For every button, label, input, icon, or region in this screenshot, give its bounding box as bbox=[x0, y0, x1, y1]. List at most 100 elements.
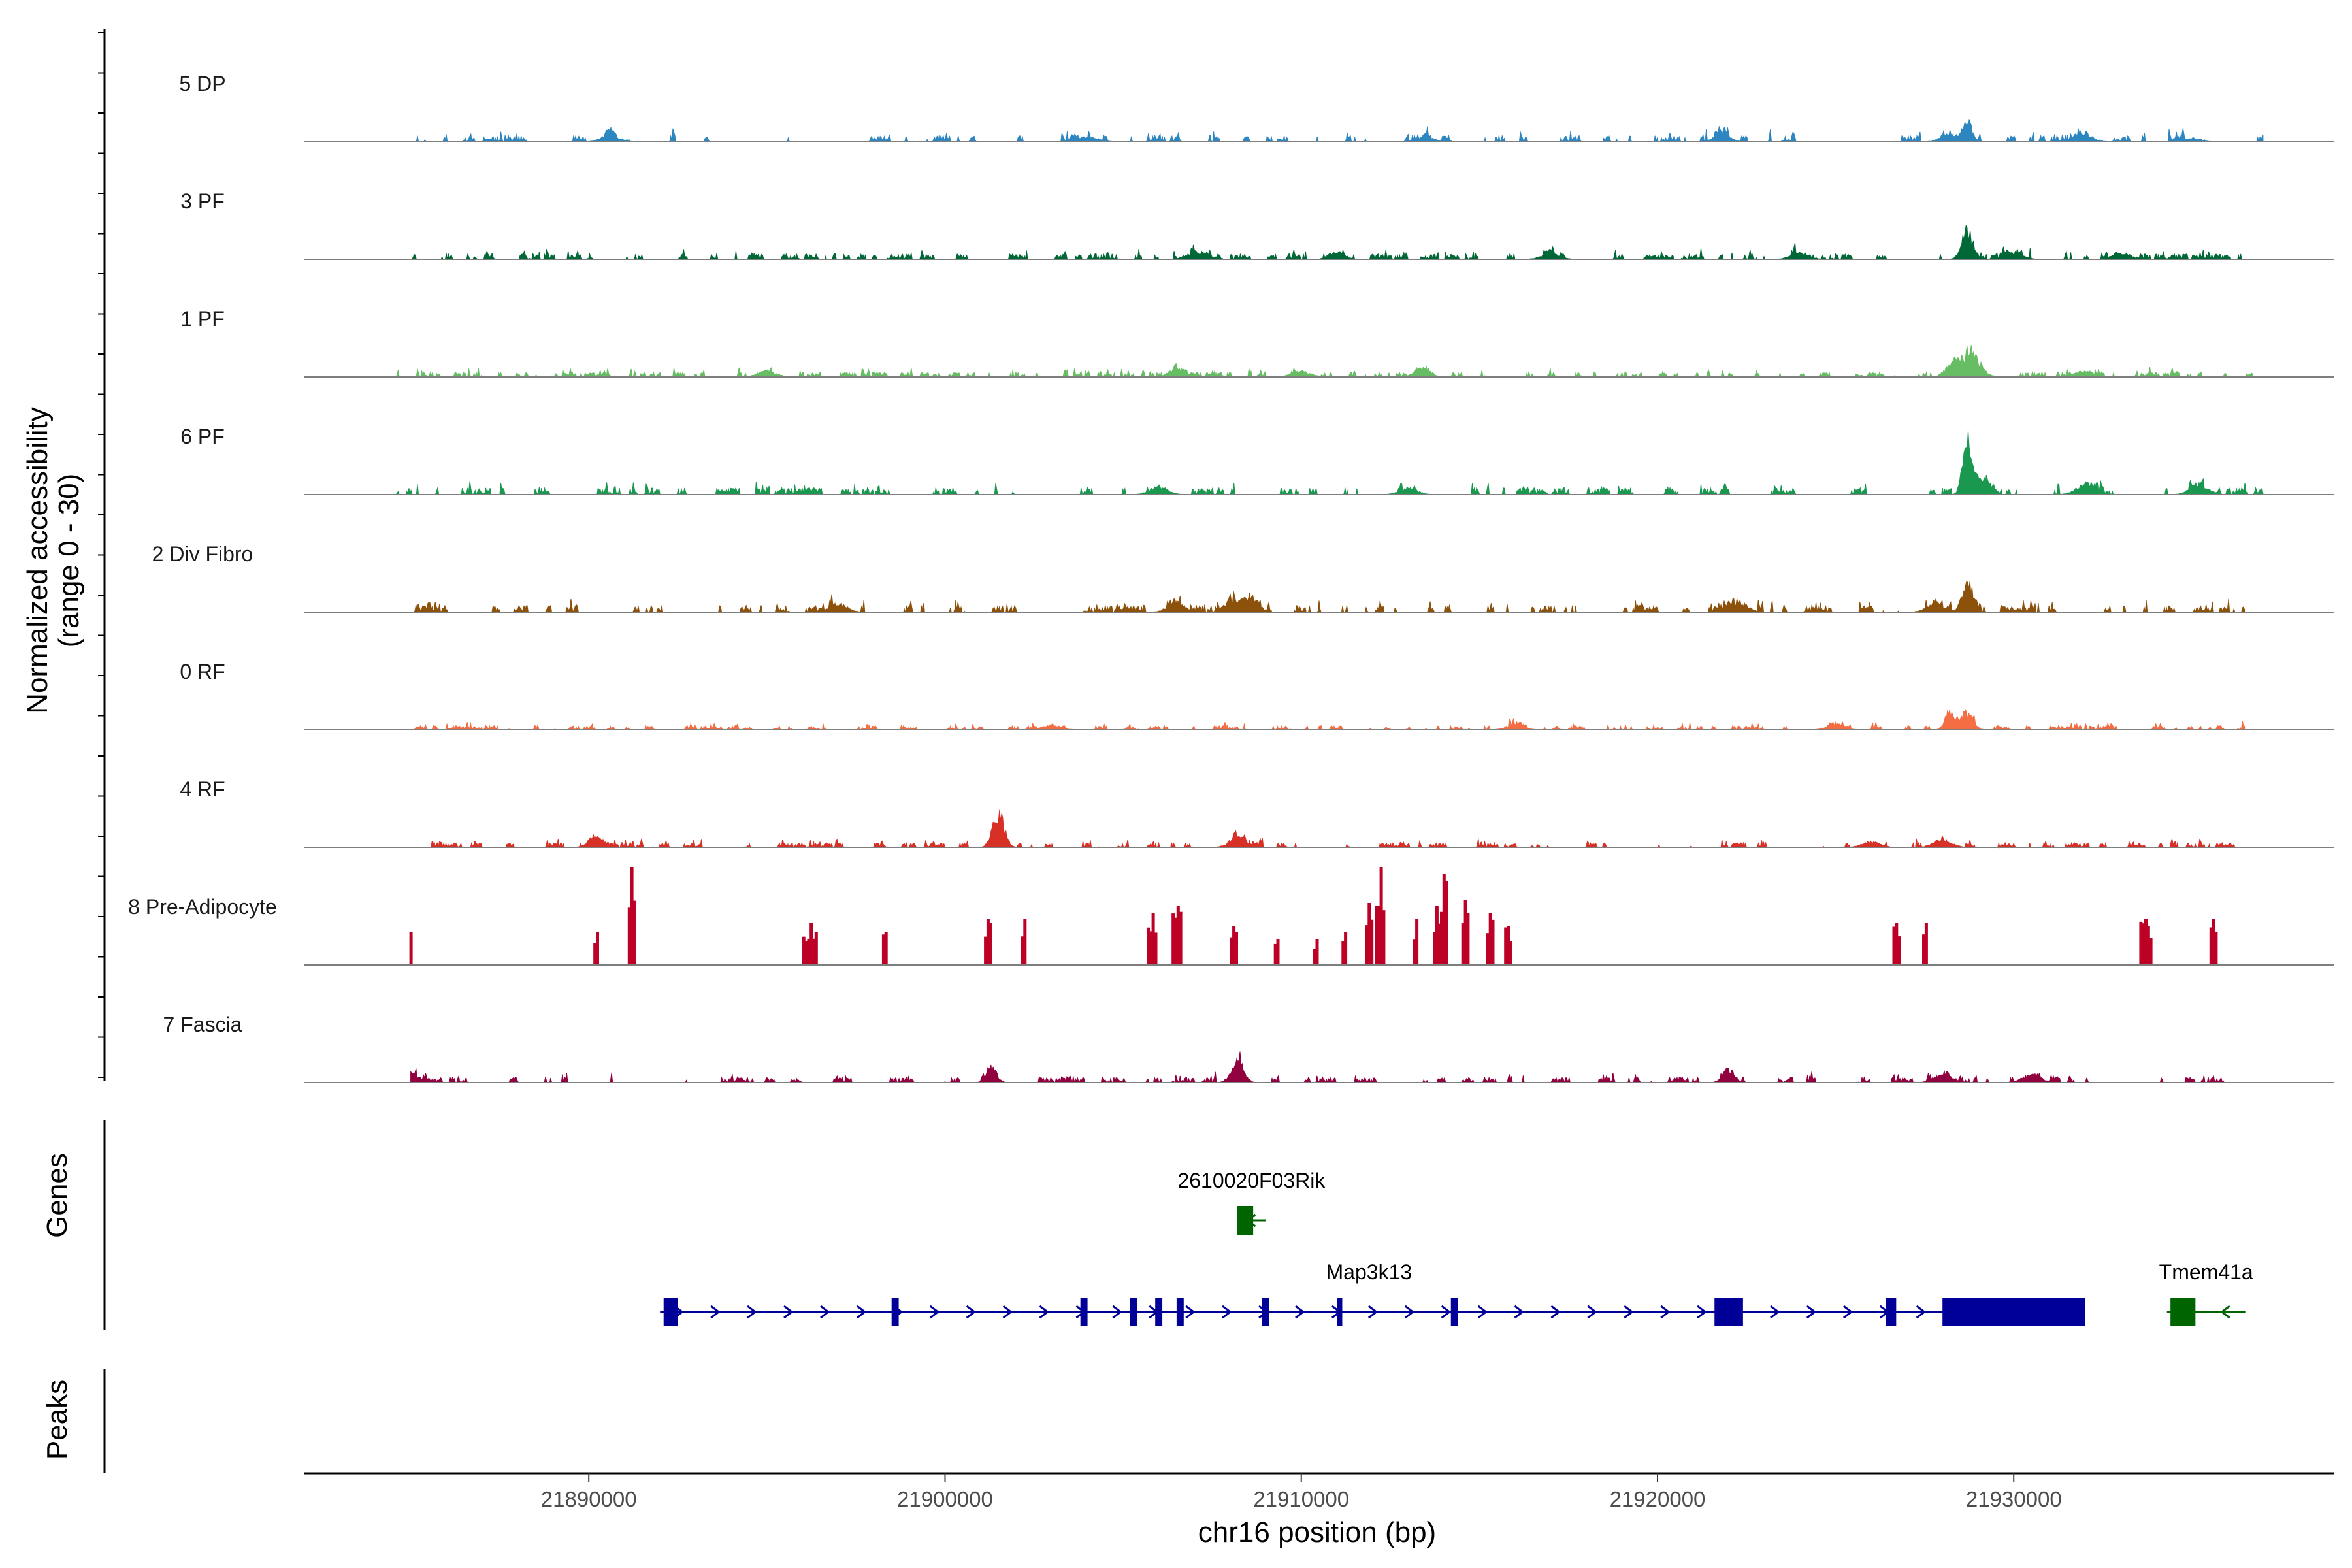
signal-bar bbox=[2144, 919, 2148, 965]
signal-bar bbox=[2146, 926, 2150, 965]
accessibility-tracks: 5 DP 3 PF 1 PF 6 PF 2 Div Fibro 0 RF 4 RF 8 Pre… bbox=[128, 72, 2334, 1084]
x-tick-label: 21930000 bbox=[1966, 1487, 2062, 1511]
track-6-pf: 6 PF bbox=[180, 425, 2334, 496]
strand-arrow bbox=[966, 1305, 977, 1319]
signal-bar bbox=[1507, 926, 1510, 965]
signal-bar bbox=[1315, 939, 1319, 965]
exon bbox=[891, 1298, 899, 1326]
strand-arrow bbox=[1916, 1305, 1927, 1319]
track-signal bbox=[393, 345, 2263, 378]
track-5-dp: 5 DP bbox=[179, 72, 2334, 143]
signal-bar bbox=[1433, 932, 1437, 965]
exon bbox=[2170, 1298, 2196, 1326]
signal-bar bbox=[1509, 941, 1512, 965]
gene-2610020f03rik: 2610020F03Rik bbox=[1177, 1169, 1326, 1235]
x-tick-label: 21890000 bbox=[541, 1487, 637, 1511]
strand-arrow bbox=[1660, 1305, 1671, 1319]
signal-bar bbox=[1897, 936, 1901, 965]
x-tick-label: 21920000 bbox=[1610, 1487, 1706, 1511]
strand-arrow bbox=[1222, 1305, 1232, 1319]
signal-bar bbox=[1504, 927, 1508, 965]
track-signal bbox=[393, 430, 2264, 496]
y-axis-title-line: Normalized accessibility bbox=[22, 407, 54, 713]
signal-bar bbox=[1174, 917, 1177, 965]
gene-tmem41a: Tmem41a bbox=[2159, 1260, 2253, 1326]
signal-bar bbox=[812, 938, 815, 965]
signal-bar bbox=[1341, 941, 1345, 965]
signal-bar bbox=[2209, 927, 2213, 965]
strand-arrow bbox=[1295, 1305, 1305, 1319]
signal-bar bbox=[1435, 906, 1439, 965]
signal-bar bbox=[1382, 910, 1386, 965]
strand-arrow bbox=[1550, 1305, 1561, 1319]
strand-arrow bbox=[1770, 1305, 1780, 1319]
signal-bar bbox=[1313, 949, 1316, 965]
signal-bar bbox=[802, 936, 806, 965]
track-label: 2 Div Fibro bbox=[152, 542, 253, 566]
signal-bar bbox=[1486, 933, 1490, 965]
signal-bar bbox=[1488, 913, 1492, 965]
signal-bar bbox=[1176, 906, 1180, 965]
signal-bar bbox=[1344, 932, 1348, 965]
track-label: 4 RF bbox=[180, 777, 225, 801]
signal-bar bbox=[1154, 932, 1158, 965]
y-axis-title-line: (range 0 - 30) bbox=[53, 474, 85, 648]
track-label: 5 DP bbox=[179, 72, 225, 95]
y-axis-title: Normalized accessibility(range 0 - 30) bbox=[22, 407, 85, 713]
signal-bar bbox=[1377, 906, 1380, 965]
signal-bar bbox=[1922, 934, 1925, 965]
signal-bar bbox=[1413, 939, 1416, 965]
signal-bar bbox=[1149, 931, 1152, 965]
gene-label: Map3k13 bbox=[1326, 1260, 1413, 1284]
strand-arrow bbox=[1002, 1305, 1013, 1319]
track-label: 0 RF bbox=[180, 660, 225, 683]
strand-arrow bbox=[1441, 1305, 1452, 1319]
signal-bar bbox=[884, 932, 888, 965]
signal-bar bbox=[1147, 927, 1150, 965]
strand-arrow bbox=[1842, 1305, 1854, 1319]
signal-bar bbox=[632, 900, 636, 965]
signal-bar bbox=[2214, 931, 2218, 965]
signal-bar bbox=[1370, 919, 1374, 965]
gene-map3k13: Map3k13 bbox=[660, 1260, 2085, 1326]
signal-bar bbox=[1151, 913, 1155, 965]
strand-arrow bbox=[1185, 1305, 1196, 1319]
signal-bar bbox=[1230, 937, 1233, 965]
strand-arrow bbox=[1697, 1305, 1707, 1319]
signal-bar bbox=[1461, 923, 1465, 965]
signal-bar bbox=[881, 934, 885, 965]
strand-arrow bbox=[1404, 1305, 1415, 1319]
signal-bar bbox=[807, 938, 811, 965]
strand-arrow bbox=[1477, 1305, 1488, 1319]
exon bbox=[663, 1298, 678, 1326]
strand-arrow bbox=[820, 1305, 830, 1319]
signal-bar bbox=[409, 932, 413, 965]
signal-bar bbox=[630, 867, 634, 965]
signal-bar bbox=[1445, 881, 1448, 965]
signal-bar bbox=[1276, 939, 1280, 965]
exon bbox=[1942, 1298, 2085, 1326]
track-label: 7 Fascia bbox=[163, 1013, 242, 1036]
track-signal bbox=[410, 1051, 2245, 1084]
track-signal bbox=[393, 224, 2263, 261]
exon bbox=[1130, 1298, 1137, 1326]
signal-bar bbox=[1415, 919, 1419, 965]
track-label: 8 Pre-Adipocyte bbox=[128, 895, 277, 919]
signal-bar bbox=[988, 923, 992, 965]
track-signal bbox=[410, 580, 2246, 613]
signal-bar bbox=[1365, 925, 1369, 965]
signal-bar bbox=[804, 941, 808, 965]
exon bbox=[1176, 1298, 1184, 1326]
track-1-pf: 1 PF bbox=[180, 307, 2334, 378]
track-8-pre-adipocyte: 8 Pre-Adipocyte bbox=[128, 867, 2334, 966]
track-4-rf: 4 RF bbox=[180, 777, 2334, 849]
axes: 21890000 21900000 21910000 21920000 21930000 bbox=[98, 29, 2334, 1511]
signal-bar bbox=[984, 936, 988, 965]
strand-arrow bbox=[929, 1305, 940, 1319]
signal-bar bbox=[1021, 936, 1024, 965]
strand-arrow bbox=[710, 1305, 721, 1319]
signal-bar bbox=[1375, 906, 1378, 965]
genes-panel-title: Genes bbox=[41, 1153, 73, 1238]
signal-bar bbox=[1924, 923, 1928, 965]
x-tick-label: 21910000 bbox=[1253, 1487, 1349, 1511]
